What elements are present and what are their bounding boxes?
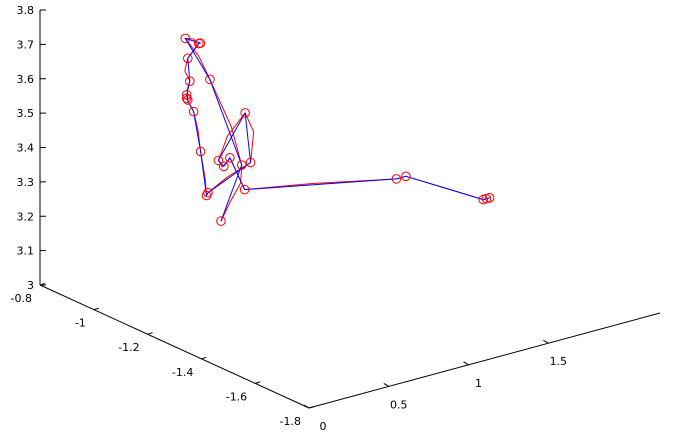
y-tick-label: -1.6 [226, 390, 247, 403]
axes: 3 3.1 3.2 3.3 3.4 3.5 3.6 3.7 3.8 -0.8 -1 -1.2 -1.4 -… [11, 4, 661, 433]
data-point-marker [205, 74, 215, 85]
plot-area [180, 33, 495, 226]
y-tick [255, 381, 261, 384]
y-tick-label: -0.8 [11, 292, 32, 305]
data-point-marker [240, 108, 250, 118]
x-tick-label: 1 [475, 377, 482, 390]
y-tick [39, 283, 46, 286]
data-point-marker [188, 106, 199, 117]
z-tick-label: 3.6 [17, 73, 35, 86]
data-point-marker [195, 146, 206, 157]
y-tick [308, 406, 315, 409]
data-point-marker [219, 161, 229, 172]
data-point-marker [181, 93, 192, 104]
z-tick-label: 3.2 [17, 210, 35, 223]
z-tick-label: 3.8 [17, 4, 35, 17]
data-point-marker [203, 187, 213, 198]
y-tick [201, 356, 207, 360]
series-red-line [184, 37, 490, 222]
y-tick-label: -1 [75, 317, 86, 330]
data-point-marker [391, 174, 402, 184]
data-point-marker [185, 76, 195, 86]
y-tick-label: -1.4 [172, 366, 193, 379]
z-tick-label: 3.7 [17, 38, 35, 51]
x-tick [383, 382, 390, 387]
data-point-marker [180, 33, 191, 44]
x-tick [303, 404, 310, 409]
x-tick-label: 1.5 [550, 355, 568, 368]
series-blue-line [184, 37, 491, 222]
y-tick [93, 307, 99, 311]
data-point-marker [481, 193, 492, 204]
y-tick-label: -1.8 [280, 415, 301, 428]
data-point-marker [194, 38, 204, 49]
data-point-marker [245, 157, 256, 168]
z-tick-label: 3.4 [17, 142, 35, 155]
x-tick [463, 361, 469, 366]
x-tick-label: 0.5 [390, 398, 408, 411]
z-tick-label: 3.1 [17, 245, 35, 258]
data-point-marker [225, 153, 235, 163]
y-tick [147, 332, 153, 335]
y-tick-label: -1.2 [118, 341, 139, 354]
y-axis-line [39, 284, 310, 409]
data-point-marker [239, 184, 250, 195]
data-point-marker [201, 190, 212, 201]
x-tick [543, 339, 549, 344]
z-tick-label: 3.3 [17, 176, 35, 189]
z-tick-label: 3 [27, 279, 34, 292]
data-point-marker [213, 155, 224, 166]
data-point-marker [183, 53, 193, 64]
data-point-marker [183, 95, 193, 105]
data-point-marker [236, 160, 247, 170]
x-axis-line [308, 312, 661, 409]
x-tick-label: 0 [320, 420, 327, 433]
data-point-marker [181, 90, 192, 100]
data-point-marker [401, 171, 411, 182]
z-tick-label: 3.5 [17, 107, 35, 120]
data-point-marker [216, 216, 226, 226]
